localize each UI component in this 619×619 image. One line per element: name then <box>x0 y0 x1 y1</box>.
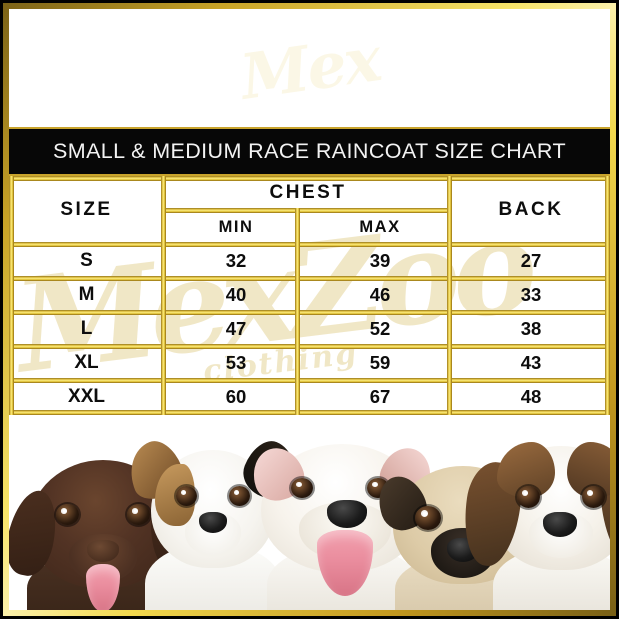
header-size: SIZE <box>60 199 113 220</box>
cell-chest-max: 59 <box>369 352 391 373</box>
cell-chest-min: 60 <box>225 386 247 407</box>
cell-chest-max: 67 <box>369 386 391 407</box>
cell-back: 27 <box>520 250 542 271</box>
brand-watermark-top: Mex <box>235 22 384 114</box>
header-chest-max: MAX <box>359 217 401 236</box>
cell-chest-max: 39 <box>369 250 391 271</box>
header-back: BACK <box>498 199 564 220</box>
table-row: L 47 52 38 <box>9 312 610 346</box>
cell-size: L <box>80 318 93 339</box>
table-row: XL 53 59 43 <box>9 346 610 380</box>
table-row: M 40 46 33 <box>9 278 610 312</box>
table-row: XXL 60 67 48 <box>9 380 610 414</box>
page-title: SMALL & MEDIUM RACE RAINCOAT SIZE CHART <box>53 139 566 163</box>
cell-size: XL <box>74 352 99 373</box>
size-table-container: MexZoo clothing SIZE CHEST BACK MIN MAX … <box>9 176 610 416</box>
table-header-row: SIZE CHEST BACK <box>9 176 610 220</box>
header-chest-min: MIN <box>218 217 254 236</box>
header-chest: CHEST <box>269 182 347 203</box>
table-row: S 32 39 27 <box>9 244 610 278</box>
cell-size: XXL <box>68 386 105 407</box>
cell-back: 48 <box>520 386 542 407</box>
cell-chest-min: 32 <box>225 250 247 271</box>
cell-chest-min: 47 <box>225 318 247 339</box>
top-white-band: Mex <box>9 9 610 127</box>
cell-back: 43 <box>520 352 542 373</box>
cell-chest-max: 52 <box>369 318 391 339</box>
dog-beagle <box>458 420 610 610</box>
cell-back: 33 <box>520 284 542 305</box>
size-table: SIZE CHEST BACK MIN MAX S 32 39 27 M 40 <box>9 176 610 414</box>
cell-size: M <box>78 284 95 305</box>
chart-title-bar: SMALL & MEDIUM RACE RAINCOAT SIZE CHART <box>9 127 610 176</box>
cell-chest-min: 53 <box>225 352 247 373</box>
cell-chest-max: 46 <box>369 284 391 305</box>
puppies-photo <box>9 416 610 610</box>
cell-back: 38 <box>520 318 542 339</box>
cell-size: S <box>80 250 93 271</box>
table-subheader-row: MIN MAX <box>9 210 610 244</box>
cell-chest-min: 40 <box>225 284 247 305</box>
